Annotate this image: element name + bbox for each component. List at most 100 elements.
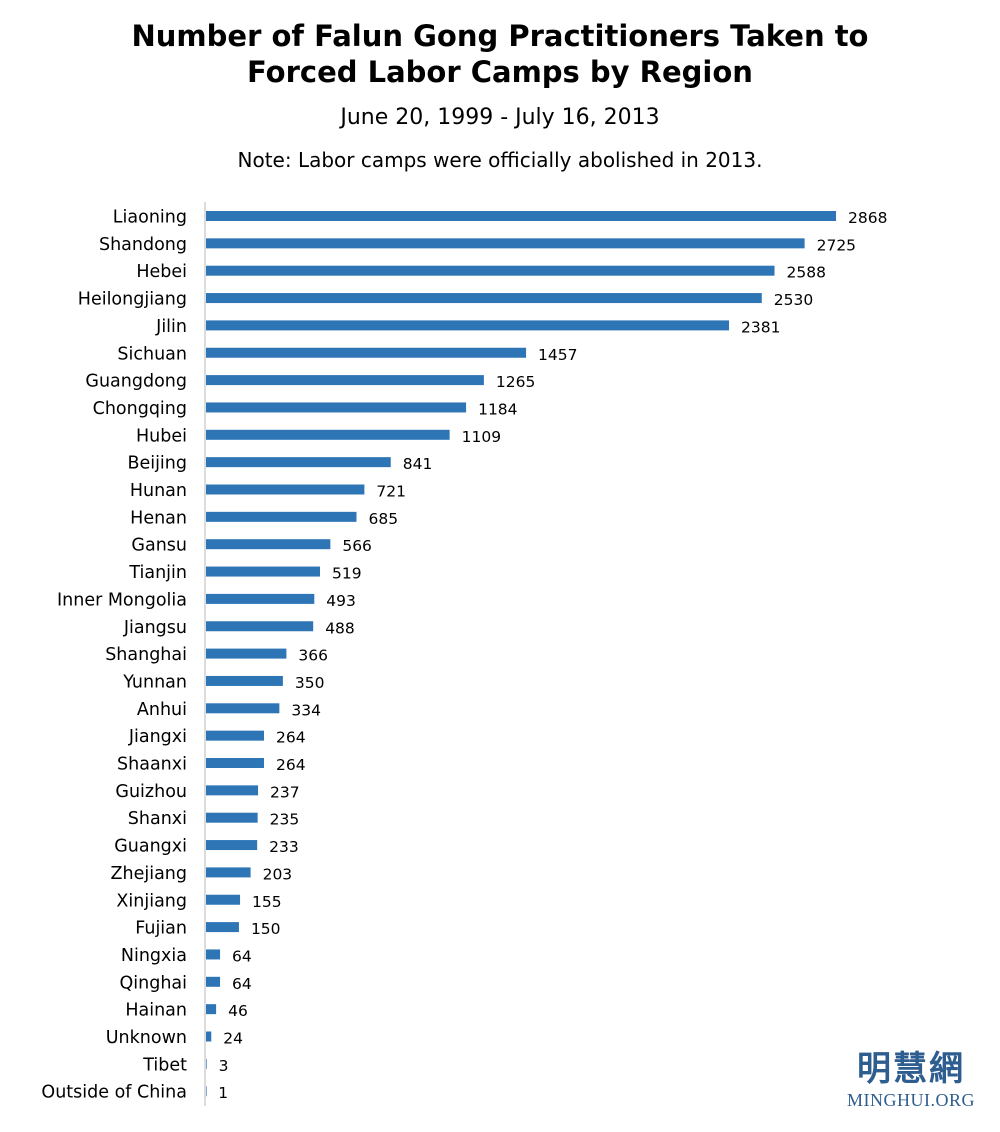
chart-note: Note: Labor camps were officially abolis… (237, 148, 763, 172)
data-label: 685 (368, 510, 398, 528)
category-label: Liaoning (113, 208, 187, 228)
data-label: 1 (218, 1084, 228, 1102)
category-label: Unknown (106, 1028, 187, 1048)
data-label: 493 (326, 592, 356, 610)
bar (206, 347, 527, 358)
category-label: Chongqing (93, 399, 187, 419)
category-label: Guangxi (114, 837, 187, 857)
bar (206, 785, 259, 796)
data-label: 488 (325, 619, 355, 637)
category-label: Outside of China (41, 1083, 187, 1103)
data-label: 1184 (478, 400, 517, 418)
bar (206, 593, 315, 604)
data-label: 203 (263, 865, 293, 883)
category-label: Ningxia (121, 946, 187, 966)
category-label: Henan (130, 508, 187, 528)
data-label: 3 (219, 1057, 229, 1075)
bar (206, 730, 264, 741)
data-label: 235 (270, 811, 300, 829)
data-label: 264 (276, 756, 306, 774)
category-label: Tianjin (128, 563, 187, 583)
data-label: 2868 (848, 209, 887, 227)
data-label: 64 (232, 975, 252, 993)
minghui-logo-chinese: 明慧網 (857, 1049, 965, 1089)
data-label: 566 (342, 537, 372, 555)
chart-title: Number of Falun Gong Practitioners Taken… (0, 18, 1000, 90)
category-label: Tibet (142, 1055, 187, 1075)
data-label: 24 (223, 1030, 243, 1048)
bar (206, 867, 251, 878)
data-label: 155 (252, 893, 282, 911)
chart-subtitle: June 20, 1999 - July 16, 2013 (340, 105, 660, 130)
data-label: 237 (270, 783, 300, 801)
data-label: 334 (291, 701, 321, 719)
data-label: 350 (295, 674, 325, 692)
category-label: Fujian (135, 919, 187, 939)
category-label: Inner Mongolia (57, 590, 187, 610)
bar (206, 457, 391, 468)
data-label: 1457 (538, 346, 577, 364)
bar (206, 949, 221, 960)
bar (206, 703, 280, 714)
bar (206, 1086, 207, 1097)
bar (206, 238, 805, 249)
bar (206, 293, 762, 304)
data-label: 1265 (496, 373, 535, 391)
bar (206, 320, 730, 331)
category-label: Gansu (131, 536, 187, 556)
chart-title-line-2: Forced Labor Camps by Region (247, 55, 753, 89)
category-label: Shanghai (105, 645, 187, 665)
bar (206, 840, 258, 851)
minghui-logo-english: MINGHUI.ORG (847, 1090, 975, 1110)
category-label: Shanxi (128, 809, 187, 829)
category-label: Qinghai (119, 973, 187, 993)
category-label: Hunan (130, 481, 187, 501)
category-label: Sichuan (117, 344, 187, 364)
bar (206, 922, 239, 933)
category-label: Hebei (136, 262, 187, 282)
category-label: Xinjiang (116, 891, 187, 911)
bar (206, 894, 241, 905)
data-label: 150 (251, 920, 281, 938)
bar (206, 511, 357, 522)
category-label: Yunnan (122, 672, 187, 692)
bar (206, 1004, 217, 1015)
chart-title-line-1: Number of Falun Gong Practitioners Taken… (131, 19, 869, 53)
data-label: 2725 (817, 236, 856, 254)
data-label: 233 (269, 838, 299, 856)
bar (206, 621, 314, 632)
category-label: Jiangxi (128, 727, 187, 747)
category-label: Zhejiang (111, 864, 188, 884)
data-label: 2530 (774, 291, 813, 309)
category-label: Shaanxi (117, 755, 187, 775)
bar (206, 265, 775, 276)
bar (206, 375, 484, 386)
category-label: Heilongjiang (78, 290, 187, 310)
category-label: Hainan (125, 1001, 187, 1021)
bar (206, 211, 837, 221)
bar (206, 539, 331, 550)
data-label: 2588 (787, 264, 826, 282)
data-label: 721 (376, 483, 406, 501)
data-label: 1109 (462, 428, 501, 446)
bar (206, 976, 221, 987)
minghui-logo: 明慧網 MINGHUI.ORG (836, 1048, 986, 1110)
category-label: Jilin (155, 317, 187, 337)
data-label: 46 (228, 1002, 248, 1020)
category-label: Guangdong (85, 372, 187, 392)
bar (206, 812, 258, 823)
bar (206, 648, 287, 659)
bar (206, 484, 365, 495)
category-label: Anhui (137, 700, 187, 720)
bar (206, 758, 264, 768)
category-label: Guizhou (115, 782, 187, 802)
bar (206, 1058, 207, 1069)
category-label: Hubei (136, 426, 187, 446)
bar (206, 566, 321, 577)
bar (206, 429, 450, 440)
data-label: 519 (332, 565, 362, 583)
category-label: Beijing (127, 454, 187, 474)
bar (206, 402, 467, 413)
category-label: Jiangsu (123, 618, 187, 638)
